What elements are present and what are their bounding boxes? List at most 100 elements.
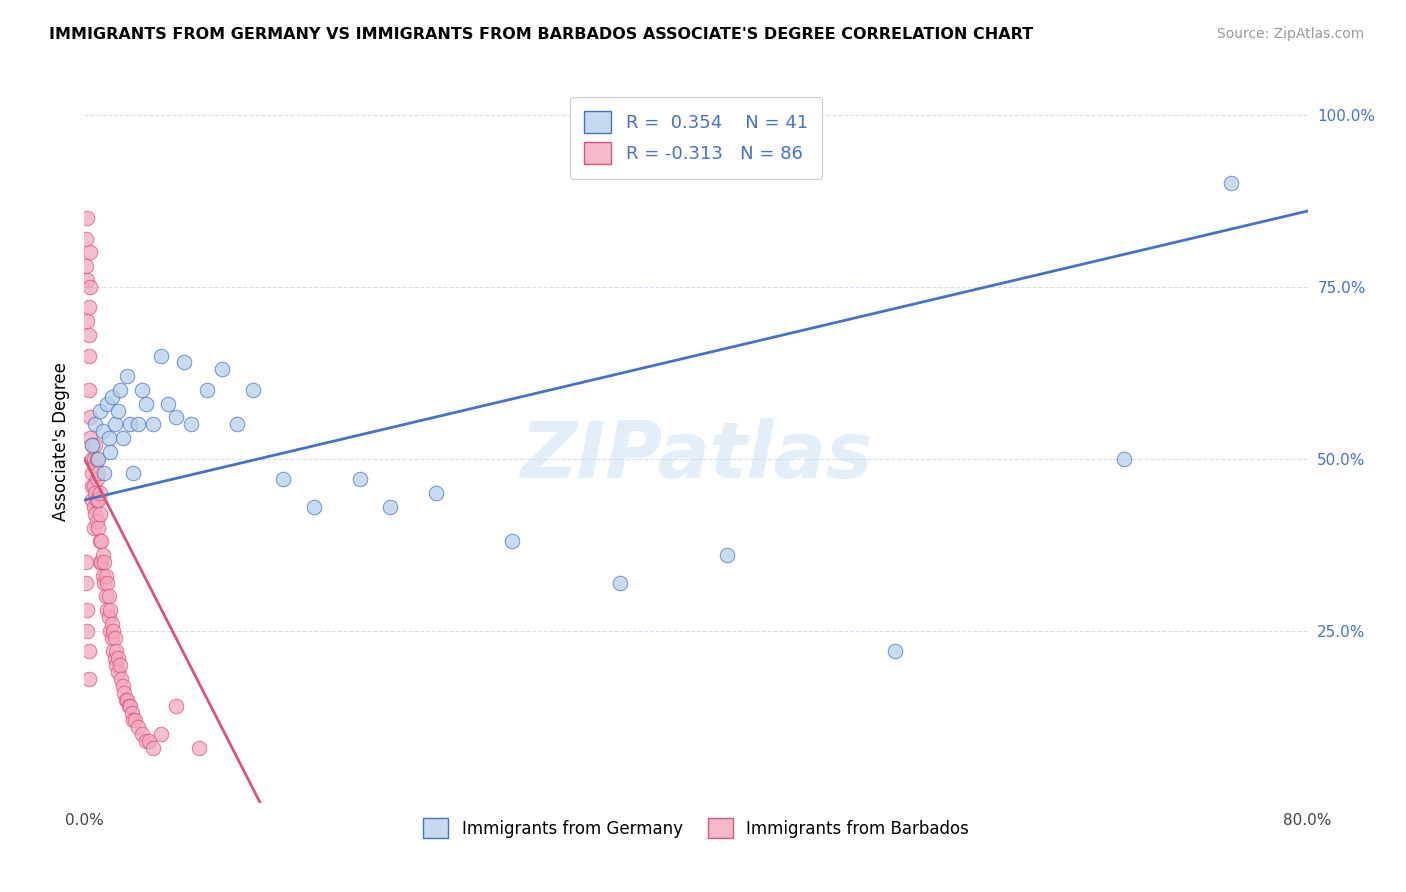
Point (1220, 177, 1243, 191)
Point (302, 500, 325, 514)
Point (80, 438, 103, 452)
Text: ZIPatlas: ZIPatlas (520, 418, 872, 494)
Point (76, 624, 98, 638)
Point (1114, 451, 1136, 466)
Point (135, 734, 157, 748)
Point (77, 644, 100, 658)
Point (107, 665, 129, 679)
Point (76, 273, 98, 287)
Point (98, 603, 121, 617)
Point (149, 727, 172, 741)
Point (103, 644, 125, 658)
Point (112, 686, 135, 700)
Point (90, 534, 112, 549)
Point (86, 451, 108, 466)
Point (94, 568, 117, 582)
Point (79, 245, 101, 260)
Point (101, 390, 124, 404)
Point (79, 410, 101, 425)
Point (502, 534, 524, 549)
Point (79, 279, 101, 293)
Point (111, 431, 134, 445)
Point (89, 507, 111, 521)
Point (226, 417, 249, 432)
Point (111, 679, 134, 693)
Point (93, 575, 115, 590)
Point (87, 493, 110, 508)
Point (84, 458, 107, 473)
Point (716, 548, 738, 562)
Point (105, 658, 128, 673)
Point (127, 417, 149, 432)
Point (96, 397, 118, 411)
Point (114, 692, 136, 706)
Point (87, 466, 110, 480)
Text: IMMIGRANTS FROM GERMANY VS IMMIGRANTS FROM BARBADOS ASSOCIATE'S DEGREE CORRELATI: IMMIGRANTS FROM GERMANY VS IMMIGRANTS FR… (49, 27, 1033, 42)
Point (83, 479, 105, 493)
Point (380, 500, 402, 514)
Point (96, 603, 118, 617)
Point (609, 575, 631, 590)
Point (180, 417, 202, 432)
Point (80, 451, 103, 466)
Point (75, 555, 97, 569)
Point (101, 616, 124, 631)
Point (84, 417, 107, 432)
Point (80, 479, 103, 493)
Point (120, 699, 142, 714)
Point (122, 466, 145, 480)
Point (425, 486, 447, 500)
Point (87, 451, 110, 466)
Point (122, 713, 145, 727)
Point (80, 493, 103, 508)
Point (165, 699, 187, 714)
Legend: Immigrants from Germany, Immigrants from Barbados: Immigrants from Germany, Immigrants from… (416, 812, 976, 845)
Point (77, 301, 100, 315)
Point (97, 590, 120, 604)
Point (76, 603, 98, 617)
Point (83, 520, 105, 534)
Point (77, 672, 100, 686)
Point (80, 466, 103, 480)
Point (76, 314, 98, 328)
Point (83, 500, 105, 514)
Point (89, 534, 111, 549)
Point (211, 362, 233, 376)
Point (86, 493, 108, 508)
Point (108, 383, 131, 397)
Point (75, 231, 97, 245)
Point (107, 651, 129, 665)
Point (104, 631, 127, 645)
Point (76, 211, 98, 225)
Point (118, 699, 141, 714)
Point (84, 486, 107, 500)
Point (142, 740, 165, 755)
Point (80, 438, 103, 452)
Point (131, 383, 153, 397)
Point (91, 548, 114, 562)
Point (110, 672, 132, 686)
Point (165, 410, 187, 425)
Point (97, 610, 120, 624)
Point (115, 692, 138, 706)
Point (84, 507, 107, 521)
Point (91, 568, 114, 582)
Point (138, 734, 160, 748)
Point (98, 624, 121, 638)
Point (89, 486, 111, 500)
Point (104, 417, 127, 432)
Point (173, 355, 195, 369)
Point (75, 575, 97, 590)
Point (149, 349, 172, 363)
Point (188, 740, 211, 755)
Point (89, 403, 111, 417)
Point (120, 417, 142, 432)
Point (93, 466, 115, 480)
Point (77, 327, 100, 342)
Point (127, 720, 149, 734)
Point (271, 472, 294, 486)
Point (108, 658, 131, 673)
Point (94, 590, 117, 604)
Point (84, 438, 107, 452)
Point (86, 514, 108, 528)
